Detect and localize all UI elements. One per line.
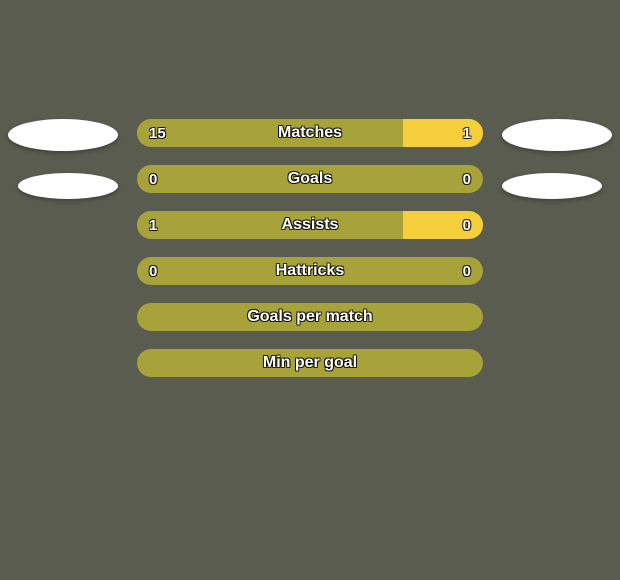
avatar-left-primary	[8, 119, 118, 151]
stat-fill-left	[137, 165, 483, 193]
bar-list: Matches151 Goals00 Assists10 Hattricks00 Goa…	[137, 119, 483, 377]
stat-row: Goals per match	[137, 303, 483, 331]
stat-row: Assists10	[137, 211, 483, 239]
comparison-chart: Matches151 Goals00 Assists10 Hattricks00 Goa…	[0, 119, 620, 377]
avatar-right-secondary	[502, 173, 602, 199]
stat-row: Min per goal	[137, 349, 483, 377]
stat-fill-left	[137, 211, 403, 239]
stat-row: Hattricks00	[137, 257, 483, 285]
stat-fill-left	[137, 349, 483, 377]
stat-fill-right	[403, 119, 483, 147]
avatar-right-primary	[502, 119, 612, 151]
stat-fill-right	[403, 211, 483, 239]
stat-fill-left	[137, 257, 483, 285]
stat-row: Matches151	[137, 119, 483, 147]
stat-fill-left	[137, 119, 403, 147]
avatar-left-secondary	[18, 173, 118, 199]
stat-row: Goals00	[137, 165, 483, 193]
stat-fill-left	[137, 303, 483, 331]
comparison-card: Setiawan vs Baasith Club competitions, S…	[0, 0, 620, 580]
